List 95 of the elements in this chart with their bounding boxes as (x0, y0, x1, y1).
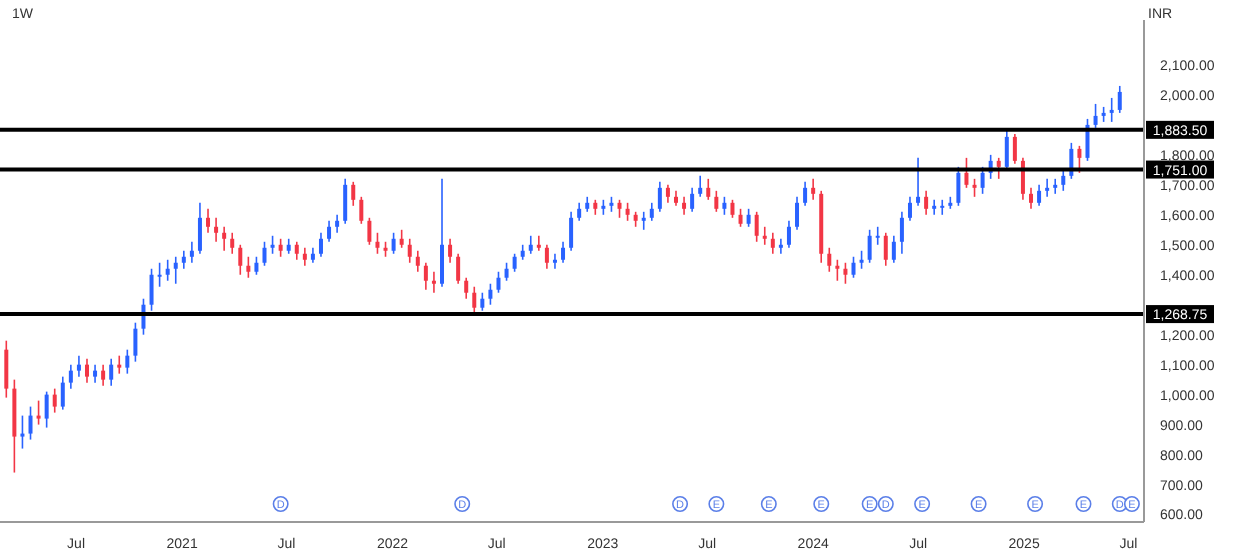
candlestick (1117, 85, 1122, 114)
candlestick (1004, 130, 1009, 171)
candlestick (698, 175, 703, 198)
candlestick (996, 157, 1001, 180)
candlestick (206, 208, 211, 234)
candlestick (1053, 178, 1058, 195)
candlestick (706, 178, 711, 201)
candlestick (76, 354, 81, 378)
candlestick (318, 231, 323, 258)
candlestick (867, 228, 872, 264)
candlestick (189, 240, 194, 264)
candlestick (1029, 187, 1034, 210)
candlestick (109, 357, 114, 387)
candlestick (1093, 103, 1098, 129)
candlestick (28, 405, 33, 441)
candlestick (891, 234, 896, 264)
candlestick (343, 178, 348, 225)
candlestick (84, 357, 89, 384)
candlestick (488, 282, 493, 306)
candlestick (835, 258, 840, 282)
candlestick (552, 252, 557, 270)
candlestick (197, 202, 202, 255)
candlestick (657, 181, 662, 213)
candlestick (52, 387, 57, 414)
candlestick (754, 211, 759, 243)
candlestick (157, 261, 162, 288)
candlestick (472, 285, 477, 315)
candlestick (932, 199, 937, 216)
candlestick (431, 270, 436, 294)
candlestick (956, 166, 961, 207)
candlestick (262, 240, 267, 267)
candlestick (770, 231, 775, 255)
candlestick (238, 243, 243, 276)
candlestick (569, 211, 574, 252)
candlestick (407, 237, 412, 264)
candlestick (1109, 97, 1114, 123)
candlestick (149, 267, 154, 312)
candlestick (843, 261, 848, 285)
candlestick (36, 399, 41, 426)
candlestick (423, 261, 428, 291)
candlestick (359, 196, 364, 225)
candlestick (464, 276, 469, 300)
candlestick (1012, 133, 1017, 165)
candlestick (883, 231, 888, 267)
candlestick (4, 339, 9, 399)
candlestick (456, 252, 461, 285)
candlestick (795, 196, 800, 231)
candlestick (786, 220, 791, 249)
candlestick (20, 414, 25, 450)
candlestick (778, 237, 783, 255)
candlestick (101, 363, 106, 387)
candlestick (964, 157, 969, 189)
candlestick (367, 217, 372, 246)
candlestick (375, 231, 380, 255)
candlestick (536, 234, 541, 252)
candlestick (1045, 178, 1050, 198)
candlestick (561, 240, 566, 264)
candlestick (851, 255, 856, 279)
candlestick (117, 354, 122, 375)
candlestick (907, 196, 912, 222)
candlestick (351, 181, 356, 207)
candlestick (980, 166, 985, 195)
candlestick (327, 220, 332, 243)
candlestick (125, 348, 130, 375)
candlestick (899, 211, 904, 255)
candlestick (811, 178, 816, 201)
candlestick (415, 249, 420, 273)
candlestick (391, 231, 396, 255)
candlestick (714, 190, 719, 213)
candlestick (916, 157, 921, 207)
candlestick (544, 243, 549, 270)
candlestick (1077, 145, 1082, 174)
candlestick (924, 190, 929, 216)
candlestick (448, 237, 453, 264)
candlestick (875, 225, 880, 246)
candlestick (165, 258, 170, 282)
candlestick (214, 217, 219, 243)
candlestick (60, 375, 65, 411)
candlestick (496, 270, 501, 294)
candlestick (133, 321, 138, 363)
candlestick (173, 255, 178, 285)
candlestick (222, 225, 227, 252)
candlestick (1037, 184, 1042, 207)
candlestick (440, 178, 445, 288)
candlestick (230, 231, 235, 255)
candlestick (44, 390, 49, 429)
candlestick (641, 211, 646, 231)
candlestick (803, 181, 808, 207)
candlestick (246, 255, 251, 279)
candlestick (68, 363, 73, 390)
candlestick (940, 199, 945, 216)
candlestick (12, 378, 17, 474)
candlestick (827, 246, 832, 273)
candlestick (762, 225, 767, 246)
candlestick (690, 187, 695, 213)
